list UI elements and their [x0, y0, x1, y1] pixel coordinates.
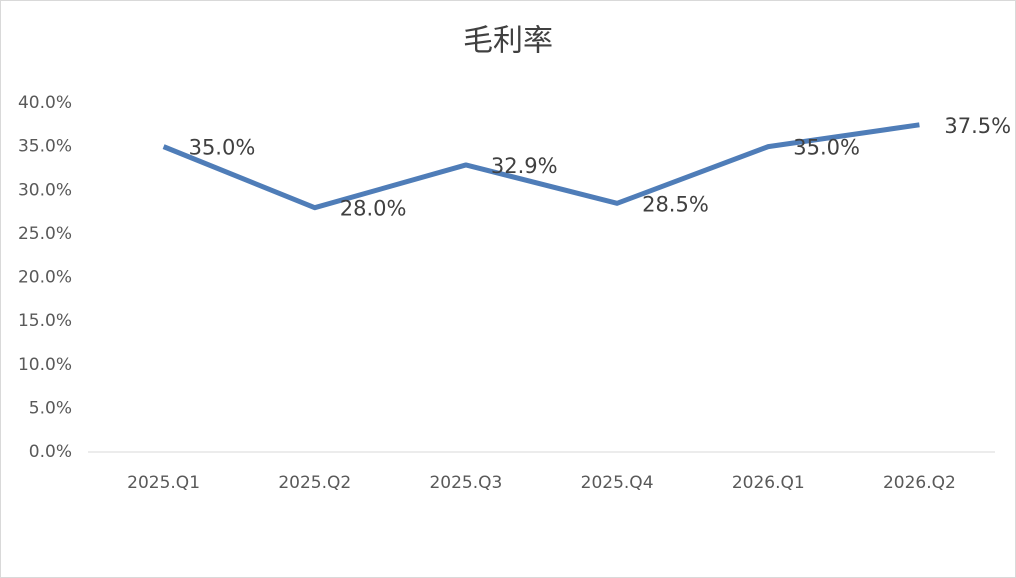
y-tick-label: 0.0% [29, 442, 72, 462]
y-tick-label: 15.0% [18, 311, 72, 331]
data-label: 32.9% [491, 154, 558, 178]
x-tick-label: 2025.Q3 [429, 473, 502, 493]
y-tick-label: 10.0% [18, 355, 72, 375]
y-tick-label: 20.0% [18, 268, 72, 288]
y-tick-label: 25.0% [18, 224, 72, 244]
data-label: 35.0% [793, 136, 860, 160]
data-label: 37.5% [944, 114, 1011, 138]
y-tick-label: 40.0% [18, 93, 72, 113]
data-label: 28.5% [642, 192, 709, 216]
x-tick-label: 2026.Q1 [732, 473, 805, 493]
chart-title: 毛利率 [463, 24, 553, 59]
y-tick-label: 30.0% [18, 180, 72, 200]
line [162, 122, 920, 211]
y-tick-label: 35.0% [18, 137, 72, 157]
data-label: 28.0% [340, 197, 407, 221]
y-tick-label: 5.0% [29, 398, 72, 418]
data-label: 35.0% [189, 136, 256, 160]
x-tick-label: 2026.Q2 [883, 473, 956, 493]
x-tick-label: 2025.Q2 [278, 473, 351, 493]
x-tick-label: 2025.Q4 [581, 473, 654, 493]
x-tick-label: 2025.Q1 [127, 473, 200, 493]
